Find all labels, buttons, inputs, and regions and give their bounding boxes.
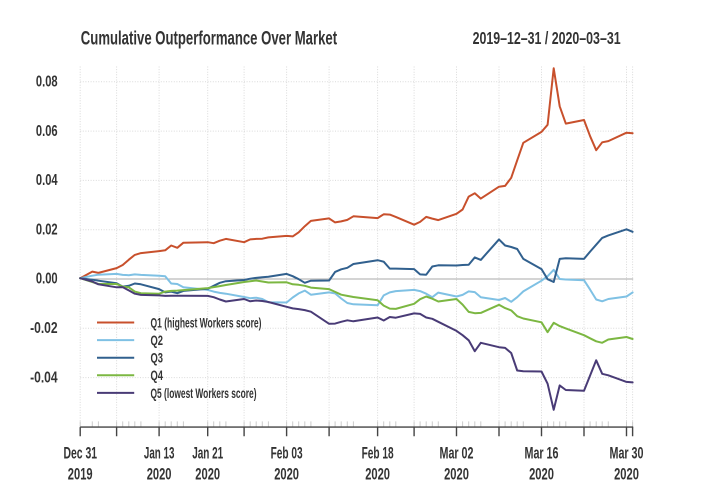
svg-text:2020: 2020 — [195, 465, 220, 483]
svg-text:Mar 16: Mar 16 — [525, 445, 559, 463]
svg-text:Mar 30: Mar 30 — [610, 445, 644, 463]
svg-text:Q2: Q2 — [151, 333, 164, 348]
svg-text:Q5 (lowest Workers score): Q5 (lowest Workers score) — [151, 386, 257, 401]
svg-text:2019–12–31 / 2020–03–31: 2019–12–31 / 2020–03–31 — [473, 28, 621, 48]
svg-text:2020: 2020 — [147, 465, 172, 483]
svg-text:Mar 02: Mar 02 — [440, 445, 474, 463]
svg-text:-0.02: -0.02 — [30, 320, 58, 337]
svg-text:2020: 2020 — [614, 465, 639, 483]
svg-text:2020: 2020 — [365, 465, 390, 483]
svg-text:Jan 21: Jan 21 — [192, 445, 223, 463]
svg-text:Jan 13: Jan 13 — [144, 445, 175, 463]
svg-text:2020: 2020 — [444, 465, 469, 483]
svg-text:2020: 2020 — [274, 465, 299, 483]
svg-text:0.00: 0.00 — [36, 271, 58, 288]
svg-text:-0.04: -0.04 — [30, 369, 58, 386]
svg-text:2019: 2019 — [68, 465, 93, 483]
svg-text:0.02: 0.02 — [36, 221, 58, 238]
svg-text:0.06: 0.06 — [36, 123, 58, 140]
svg-text:Feb 18: Feb 18 — [362, 445, 394, 463]
svg-text:Feb 03: Feb 03 — [271, 445, 303, 463]
svg-text:Q3: Q3 — [151, 351, 164, 366]
svg-text:Q1 (highest Workers score): Q1 (highest Workers score) — [151, 315, 262, 330]
svg-text:0.04: 0.04 — [36, 172, 58, 189]
svg-text:Cumulative Outperformance Over: Cumulative Outperformance Over Market — [81, 28, 338, 50]
svg-text:Q4: Q4 — [151, 368, 164, 383]
svg-text:0.08: 0.08 — [36, 74, 58, 91]
svg-text:Dec 31: Dec 31 — [64, 445, 98, 463]
svg-text:2020: 2020 — [529, 465, 554, 483]
